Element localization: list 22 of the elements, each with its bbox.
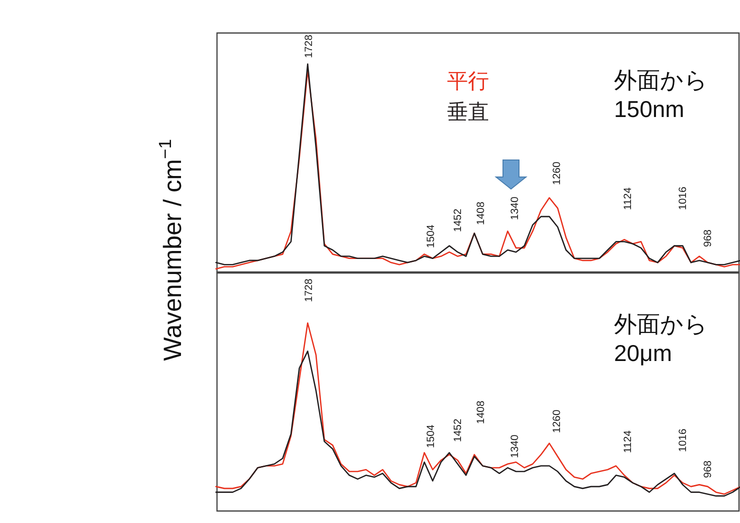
- annotation: 1124: [622, 187, 634, 210]
- annotation: 968: [702, 229, 714, 247]
- annotation: 1340: [509, 196, 521, 220]
- annotation: 1504: [425, 224, 437, 248]
- annotation: 1408: [475, 400, 487, 424]
- annotation: 1260: [551, 409, 563, 433]
- annotation: 1452: [452, 418, 464, 442]
- text: 垂直: [447, 101, 489, 124]
- annotation: 外面から 20μm: [614, 311, 708, 366]
- annotation: 1452: [452, 208, 464, 232]
- annotation: 968: [702, 460, 714, 478]
- annotation: 1016: [677, 186, 689, 210]
- annotation: 1016: [677, 428, 689, 452]
- annotation: 1260: [551, 161, 563, 185]
- text: 1728: [303, 34, 315, 58]
- text: 1728: [303, 278, 315, 302]
- annotation: 1124: [622, 430, 634, 453]
- annotation: 外面から 150nm: [614, 67, 708, 122]
- annotation: 1504: [425, 424, 437, 448]
- annotation: 1340: [509, 434, 521, 458]
- text: 平行: [447, 70, 489, 93]
- annotation: 1408: [475, 201, 487, 225]
